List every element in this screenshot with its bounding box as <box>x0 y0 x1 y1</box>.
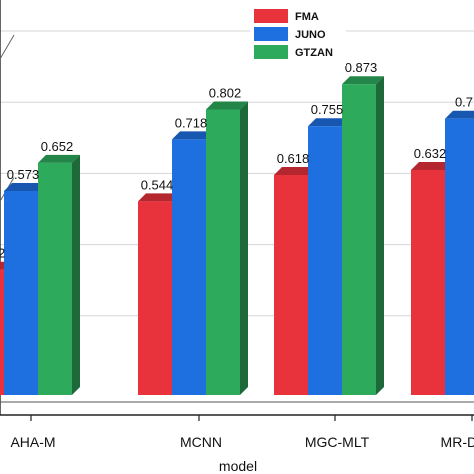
x-axis-title: model <box>219 458 257 474</box>
bar-gtzan-mgc-mlt[interactable] <box>342 76 384 395</box>
bars <box>0 76 474 395</box>
data-label: 0.573 <box>7 167 40 182</box>
data-label: 0.652 <box>41 139 74 154</box>
bar-gtzan-aha-m[interactable] <box>38 154 80 395</box>
x-tick-label: MR-DCNN <box>441 434 474 450</box>
legend-swatch <box>254 27 288 41</box>
data-label: 0.755 <box>311 102 344 117</box>
legend-item-gtzan[interactable]: GTZAN <box>254 45 333 59</box>
chart-frame <box>0 0 474 421</box>
x-tick-label: AHA-M <box>10 434 55 450</box>
x-tick-label: MCNN <box>180 434 222 450</box>
data-labels: 0.352 0.544 0.618 0.632 0.573 0.718 0.755 0.7 0.… <box>0 60 473 260</box>
data-label: 0.7 <box>455 95 473 110</box>
bar-gtzan-mcnn[interactable] <box>206 101 248 395</box>
legend-label: GTZAN <box>295 47 333 59</box>
axis-perspective-tick <box>0 34 15 60</box>
legend[interactable]: FMA JUNO GTZAN <box>250 6 346 66</box>
data-label: 0.632 <box>414 146 447 161</box>
data-label: 0.802 <box>209 85 242 100</box>
bar-juno-mr-dcnn[interactable] <box>445 110 474 395</box>
data-label: 0.873 <box>345 60 378 75</box>
data-label: 0.352 <box>0 246 5 261</box>
x-tick-label: MGC-MLT <box>305 434 370 450</box>
data-label: 0.718 <box>175 115 208 130</box>
data-label: 0.618 <box>277 151 310 166</box>
legend-label: JUNO <box>295 29 326 41</box>
x-tick-labels: AHA-M MCNN MGC-MLT MR-DCNN <box>10 434 474 450</box>
legend-label: FMA <box>295 11 319 23</box>
legend-swatch <box>254 9 288 23</box>
legend-item-fma[interactable]: FMA <box>254 9 319 23</box>
legend-swatch <box>254 45 288 59</box>
data-label: 0.544 <box>141 177 174 192</box>
legend-item-juno[interactable]: JUNO <box>254 27 326 41</box>
